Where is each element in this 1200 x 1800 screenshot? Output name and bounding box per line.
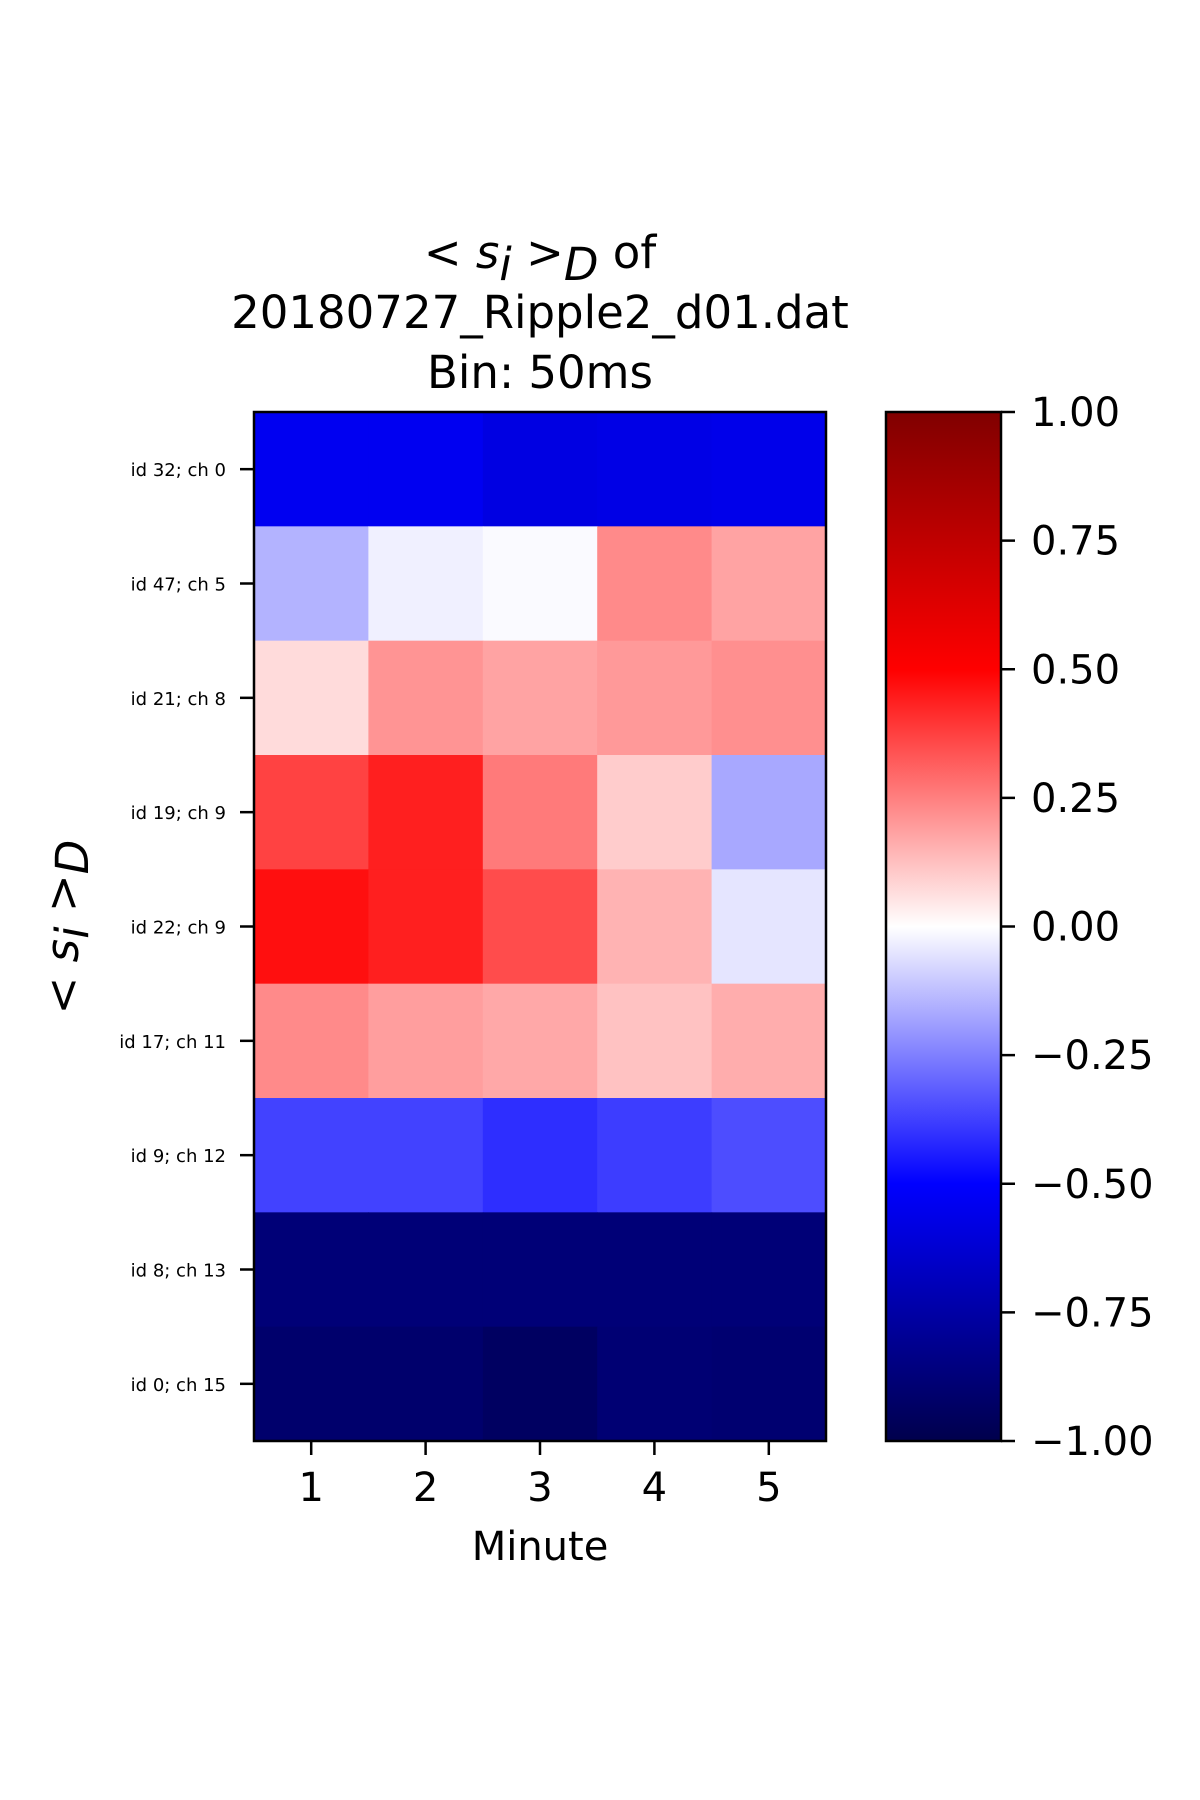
heatmap-cell [482, 1098, 598, 1213]
heatmap-cell [711, 526, 827, 642]
heatmap-cell [711, 755, 827, 870]
heatmap-cell [711, 1098, 827, 1213]
x-tick-label: 3 [527, 1465, 552, 1511]
x-tick-label: 1 [298, 1465, 323, 1511]
heatmap-cell [597, 1098, 713, 1213]
heatmap-cell [368, 983, 484, 1099]
heatmap-cell [482, 640, 598, 756]
heatmap-cell [482, 412, 598, 527]
y-tick-label: id 32; ch 0 [131, 460, 226, 481]
heatmap-cell [368, 755, 484, 870]
colorbar [886, 412, 1001, 1441]
heatmap-cell [254, 1212, 369, 1328]
heatmap-cell [597, 1212, 713, 1328]
heatmap-cell [711, 983, 827, 1099]
heatmap-cell [482, 755, 598, 870]
heatmap-cell [482, 869, 598, 985]
y-axis-ticks: id 32; ch 0 id 47; ch 5 id 21; ch 8 id 19; … [119, 460, 254, 1396]
colorbar-tick-label: 0.00 [1031, 905, 1120, 951]
colorbar-tick-label: −0.75 [1031, 1290, 1154, 1336]
heatmap-cell [482, 526, 598, 642]
y-tick-label: id 17; ch 11 [119, 1032, 226, 1053]
heatmap-cell [597, 1326, 713, 1442]
heatmap-cells [254, 412, 827, 1442]
heatmap-cell [597, 983, 713, 1099]
x-tick-label: 4 [642, 1465, 667, 1511]
heatmap-cell [254, 1326, 369, 1442]
colorbar-tick-label: −0.50 [1031, 1162, 1154, 1208]
heatmap-cell [597, 526, 713, 642]
heatmap-cell [254, 412, 369, 527]
heatmap-cell [597, 412, 713, 527]
y-axis-label: < si >D [36, 840, 99, 1015]
y-tick-label: id 21; ch 8 [131, 689, 226, 710]
x-axis-ticks: 1 2 3 4 5 [298, 1441, 782, 1511]
heatmap-cell [254, 869, 369, 985]
chart-title-line3: Bin: 50ms [427, 346, 653, 399]
heatmap-cell [254, 526, 369, 642]
heatmap-cell [368, 869, 484, 985]
colorbar-tick-label: −0.25 [1031, 1033, 1154, 1079]
heatmap-cell [254, 640, 369, 756]
heatmap-cell [711, 640, 827, 756]
heatmap-cell [482, 1326, 598, 1442]
heatmap-cell [711, 869, 827, 985]
heatmap-cell [368, 412, 484, 527]
heatmap-cell [368, 640, 484, 756]
heatmap-cell [482, 1212, 598, 1328]
heatmap-cell [711, 412, 827, 527]
y-tick-label: id 19; ch 9 [131, 803, 226, 824]
x-tick-label: 2 [413, 1465, 438, 1511]
heatmap-cell [711, 1326, 827, 1442]
heatmap-cell [711, 1212, 827, 1328]
chart-title-line1: < si >D of [424, 226, 657, 291]
heatmap-cell [597, 640, 713, 756]
colorbar-tick-label: 1.00 [1031, 390, 1120, 436]
heatmap-cell [482, 983, 598, 1099]
y-tick-label: id 47; ch 5 [131, 575, 226, 596]
colorbar-ticks: 1.00 0.75 0.50 0.25 0.00 −0.25 −0.50 −0.75 −1.00 [1001, 390, 1154, 1465]
heatmap-cell [368, 1098, 484, 1213]
y-tick-label: id 0; ch 15 [131, 1375, 226, 1396]
heatmap-cell [254, 755, 369, 870]
colorbar-tick-label: 0.50 [1031, 647, 1120, 693]
y-tick-label: id 9; ch 12 [131, 1146, 226, 1167]
heatmap-cell [368, 1212, 484, 1328]
heatmap-cell [368, 1326, 484, 1442]
y-tick-label: id 8; ch 13 [131, 1261, 226, 1282]
y-tick-label: id 22; ch 9 [131, 918, 226, 939]
colorbar-tick-label: −1.00 [1031, 1419, 1154, 1465]
heatmap-cell [597, 755, 713, 870]
heatmap-cell [254, 983, 369, 1099]
heatmap-cell [254, 1098, 369, 1213]
heatmap-cell [368, 526, 484, 642]
heatmap-cell [597, 869, 713, 985]
colorbar-tick-label: 0.75 [1031, 519, 1120, 565]
x-tick-label: 5 [756, 1465, 781, 1511]
x-axis-label: Minute [472, 1524, 609, 1570]
colorbar-tick-label: 0.25 [1031, 776, 1120, 822]
chart-title-line2: 20180727_Ripple2_d01.dat [231, 286, 849, 339]
